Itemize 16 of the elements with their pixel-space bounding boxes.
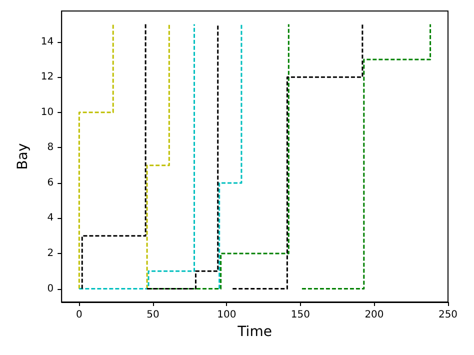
y-tick-label: 4	[47, 212, 54, 224]
y-tick-label: 0	[47, 283, 54, 294]
y-tick-label: 2	[47, 248, 54, 259]
x-tick-label: 0	[76, 310, 82, 320]
x-tick-label: 100	[217, 310, 236, 320]
x-axis-title: Time	[236, 324, 272, 340]
x-tick-label: 200	[364, 310, 384, 320]
x-tick-label: 150	[290, 310, 310, 320]
y-tick-label: 8	[47, 142, 54, 154]
y-tick-label: 10	[40, 106, 54, 118]
x-tick-label: 250	[438, 310, 458, 320]
y-tick-label: 6	[47, 177, 54, 188]
y-tick-label: 12	[40, 72, 54, 83]
y-tick-label: 14	[40, 36, 54, 48]
x-tick-label: 50	[146, 310, 160, 320]
y-axis-title: Bay	[15, 143, 31, 170]
